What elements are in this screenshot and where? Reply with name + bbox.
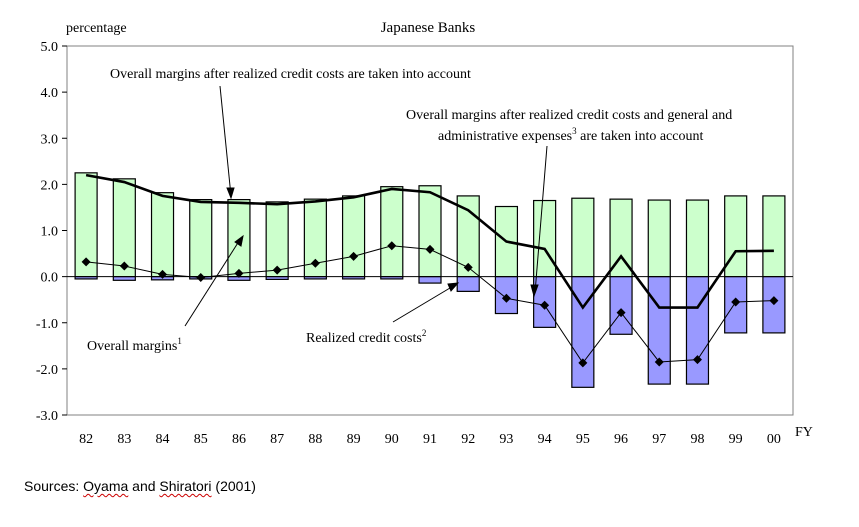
bar-positive xyxy=(762,195,786,278)
y-tick-label: 1.0 xyxy=(41,225,59,240)
x-tick-label: 87 xyxy=(270,432,284,447)
data-point xyxy=(234,268,244,278)
data-point xyxy=(692,355,702,365)
x-tick-label: 86 xyxy=(232,432,246,447)
data-point xyxy=(463,262,473,272)
bar-positive xyxy=(341,195,366,278)
bar-negative xyxy=(647,276,671,385)
annotation-after-expenses-line1: Overall margins after realized credit co… xyxy=(406,108,732,123)
bar-negative xyxy=(456,276,480,292)
data-point xyxy=(81,257,91,267)
arrow-credit-costs xyxy=(392,284,456,323)
x-tick-label: 83 xyxy=(117,432,131,447)
bar-positive xyxy=(685,199,710,278)
annotation-after-credit: Overall margins after realized credit co… xyxy=(110,67,471,82)
bar-negative xyxy=(571,276,595,388)
y-tick-label: 2.0 xyxy=(41,178,59,193)
x-tick-label: 85 xyxy=(194,432,208,447)
data-point xyxy=(387,241,397,251)
data-point xyxy=(540,300,550,310)
y-tick-label: 3.0 xyxy=(41,132,59,147)
annotation-credit-costs: Realized credit costs2 xyxy=(306,328,426,346)
bar-negative xyxy=(112,276,136,281)
arrow-after-expenses xyxy=(534,145,548,294)
bar-positive xyxy=(227,198,251,278)
y-tick-label: -3.0 xyxy=(36,409,58,424)
arrow-overall-margins xyxy=(184,237,242,327)
arrowhead-after-credit xyxy=(226,187,235,200)
data-point xyxy=(654,357,664,367)
data-point xyxy=(769,296,779,306)
source-note: Sources: Oyama and Shiratori (2001) xyxy=(24,478,256,494)
bar-positive xyxy=(418,185,442,278)
x-tick-label: 91 xyxy=(423,432,437,447)
source-author-2: Shiratori xyxy=(159,478,212,494)
x-tick-label: 88 xyxy=(308,432,322,447)
x-tick-label: 00 xyxy=(767,432,781,447)
y-tick-label: 5.0 xyxy=(41,40,59,55)
plot-layer: 5.0 4.0 3.0 2.0 1.0 0.0 -1.0 -2.0 -3.0 82 83 84 85 86… xyxy=(36,40,794,447)
arrowhead-after-expenses xyxy=(530,284,539,298)
x-tick-label: 99 xyxy=(729,432,743,447)
bar-positive xyxy=(150,192,175,278)
x-tick-label: 95 xyxy=(576,432,590,447)
annotation-arrows xyxy=(184,85,548,327)
x-tick-label: 93 xyxy=(499,432,513,447)
x-tick-label: 97 xyxy=(652,432,666,447)
data-point xyxy=(272,265,282,275)
bar-negative xyxy=(418,276,442,284)
data-point xyxy=(501,293,511,303)
bar-positive xyxy=(380,186,404,278)
bar-positive xyxy=(189,198,213,278)
annotation-overall-margins: Overall margins1 xyxy=(87,336,182,354)
y-tick-label: -1.0 xyxy=(36,317,58,332)
data-point xyxy=(310,258,320,268)
annotation-after-expenses-line2: administrative expenses3 are taken into … xyxy=(438,126,703,144)
x-tick-label: 94 xyxy=(538,432,552,447)
x-axis-label: FY xyxy=(795,425,813,440)
arrowhead-credit-costs xyxy=(447,282,460,292)
y-tick-label: -2.0 xyxy=(36,363,58,378)
chart-title: Japanese Banks xyxy=(381,20,476,36)
x-tick-label: 89 xyxy=(347,432,361,447)
arrowhead-overall-margins xyxy=(234,234,244,247)
x-tick-label: 96 xyxy=(614,432,628,447)
x-tick-label: 82 xyxy=(79,432,93,447)
data-point xyxy=(349,251,359,261)
bar-negative xyxy=(685,276,710,385)
data-point xyxy=(731,297,741,307)
y-axis-label: percentage xyxy=(66,21,127,36)
x-tick-label: 90 xyxy=(385,432,399,447)
bar-positive xyxy=(265,201,289,278)
bar-positive xyxy=(647,199,671,278)
x-tick-label: 84 xyxy=(156,432,170,447)
arrow-after-credit xyxy=(219,85,232,197)
data-point xyxy=(616,308,626,318)
data-point xyxy=(425,244,435,254)
source-author-1: Oyama xyxy=(83,478,129,494)
y-tick-label: 4.0 xyxy=(41,86,59,101)
y-tick-label: 0.0 xyxy=(41,271,59,286)
data-point xyxy=(158,269,168,279)
x-tick-label: 98 xyxy=(690,432,704,447)
bar-negative xyxy=(609,276,633,335)
bar-positive xyxy=(571,197,595,278)
x-tick-label: 92 xyxy=(461,432,475,447)
series-line-after-expenses xyxy=(85,173,774,310)
data-point xyxy=(196,273,206,283)
data-point xyxy=(578,358,588,368)
data-point xyxy=(119,261,129,271)
